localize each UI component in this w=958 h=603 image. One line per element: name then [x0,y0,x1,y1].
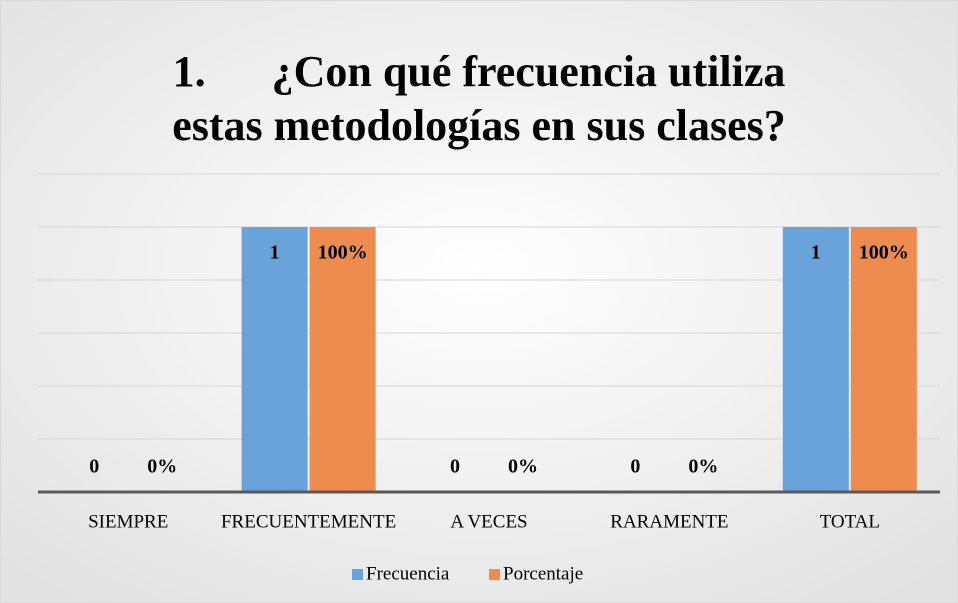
data-label: 1 [811,242,821,264]
x-tick-label: TOTAL [820,511,880,532]
legend-swatch [489,569,500,580]
chart-title: estas metodologías en sus clases? [172,101,786,150]
x-tick-label: RARAMENTE [610,511,728,532]
bar [782,227,849,492]
chart-title: 1. ¿Con qué frecuencia utiliza [173,47,786,96]
bar [241,227,308,492]
data-label: 100% [318,242,368,264]
legend-label: Porcentaje [503,563,583,584]
data-label: 0% [147,456,177,478]
data-label: 1 [270,242,280,264]
bar [309,227,376,492]
x-tick-label: A VECES [450,511,527,532]
bar [850,227,917,492]
data-label: 0 [630,456,640,478]
data-label: 100% [859,242,909,264]
legend-label: Frecuencia [366,563,450,584]
data-label: 0 [450,456,460,478]
data-label: 0 [89,456,99,478]
x-tick-label: SIEMPRE [88,511,168,532]
x-tick-label: FRECUENTEMENTE [221,511,396,532]
data-label: 0% [688,456,718,478]
data-label: 0% [508,456,538,478]
legend-swatch [352,569,363,580]
